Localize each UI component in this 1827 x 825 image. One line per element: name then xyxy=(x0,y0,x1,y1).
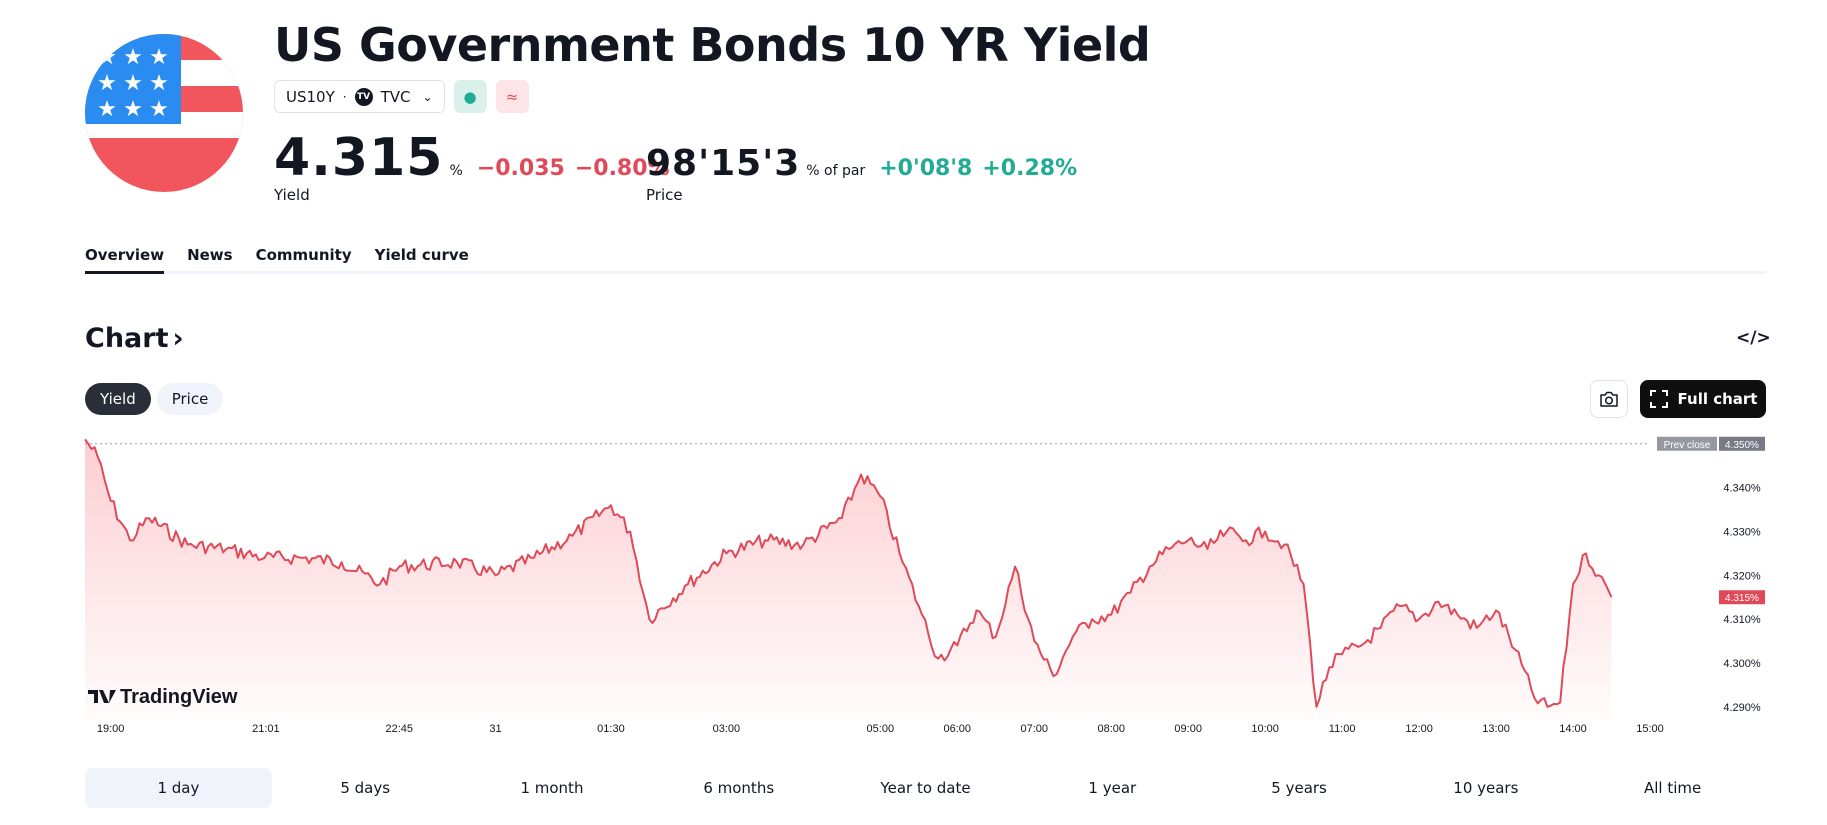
toggle-price[interactable]: Price xyxy=(156,383,224,415)
yield-chart[interactable]: 4.290% 4.300% 4.310% 4.320% 4.330% 4.340% 19:… xyxy=(0,435,1827,755)
symbol-row: US10Y · TV TVC ⌄ ● ≈ xyxy=(274,80,529,113)
y-tick-label: 4.330% xyxy=(1723,526,1761,538)
tab-overview[interactable]: Overview xyxy=(85,246,165,274)
x-tick-label: 07:00 xyxy=(1020,723,1048,735)
x-tick-label: 19:00 xyxy=(97,723,125,735)
full-chart-label: Full chart xyxy=(1677,390,1758,408)
price-quote: 98'15'3 % of par +0'08'8 +0.28% xyxy=(646,143,1077,184)
tradingview-logo-icon xyxy=(88,690,116,703)
full-chart-button[interactable]: Full chart xyxy=(1640,380,1766,418)
prev-close-value: 4.350% xyxy=(1725,440,1759,451)
x-tick-label: 21:01 xyxy=(252,723,280,735)
snapshot-button[interactable] xyxy=(1590,380,1628,418)
range-1-day[interactable]: 1 day xyxy=(85,768,272,808)
series-area xyxy=(85,439,1612,720)
y-tick-label: 4.340% xyxy=(1723,483,1761,495)
svg-text:★: ★ xyxy=(149,97,169,122)
price-unit: % of par xyxy=(806,163,866,179)
y-tick-label: 4.290% xyxy=(1723,702,1761,714)
y-tick-label: 4.310% xyxy=(1723,614,1761,626)
x-tick-label: 01:30 xyxy=(597,723,625,735)
fullscreen-icon xyxy=(1649,390,1668,408)
chart-mode-toggle: Yield Price xyxy=(85,383,224,415)
tab-yield-curve[interactable]: Yield curve xyxy=(374,246,469,264)
prev-close-value-bg xyxy=(1719,436,1765,451)
chevron-right-icon: › xyxy=(172,323,184,354)
yield-change-percent: −0.80% xyxy=(574,156,670,181)
price-value: 98'15'3 xyxy=(646,143,801,184)
x-tick-label: 12:00 xyxy=(1405,723,1433,735)
yield-label: Yield xyxy=(274,186,310,204)
last-value-label: 4.315% xyxy=(1725,593,1759,604)
svg-text:★: ★ xyxy=(123,71,143,96)
tradingview-watermark: TradingView xyxy=(88,686,238,708)
x-tick-label: 13:00 xyxy=(1482,723,1510,735)
svg-text:★: ★ xyxy=(149,71,169,96)
y-tick-label: 4.320% xyxy=(1723,570,1761,582)
range-5-days[interactable]: 5 days xyxy=(340,779,391,797)
x-tick-label: 10:00 xyxy=(1251,723,1279,735)
separator: · xyxy=(342,89,347,104)
prev-close-label: Prev close xyxy=(1664,440,1711,451)
symbol-exchange-selector[interactable]: US10Y · TV TVC ⌄ xyxy=(274,80,445,113)
section-tabs: Overview News Community Yield curve xyxy=(85,246,1766,274)
yield-value: 4.315 xyxy=(274,128,444,188)
exchange-name: TVC xyxy=(380,87,411,106)
price-change-percent: +0.28% xyxy=(982,156,1078,181)
embed-code-icon[interactable]: </> xyxy=(1736,328,1771,348)
chart-heading-text: Chart xyxy=(85,323,169,354)
svg-text:★: ★ xyxy=(97,97,117,122)
x-tick-label: 06:00 xyxy=(944,723,972,735)
range-all-time[interactable]: All time xyxy=(1644,779,1702,797)
tab-news[interactable]: News xyxy=(187,246,233,264)
x-tick-label: 14:00 xyxy=(1559,723,1587,735)
range-10-years[interactable]: 10 years xyxy=(1453,779,1519,797)
us-flag-icon: ★ ★ ★ ★ ★ ★ ★ ★ ★ xyxy=(85,34,243,192)
svg-text:★: ★ xyxy=(123,97,143,122)
range-1-year[interactable]: 1 year xyxy=(1088,779,1137,797)
x-tick-label: 05:00 xyxy=(867,723,895,735)
x-tick-label: 09:00 xyxy=(1174,723,1202,735)
range-selector: 1 day 5 days 1 month 6 months Year to da… xyxy=(85,768,1766,808)
watermark-text: TradingView xyxy=(120,686,238,708)
toggle-yield[interactable]: Yield xyxy=(85,383,151,415)
x-tick-label: 22:45 xyxy=(386,723,414,735)
last-value-badge xyxy=(1719,590,1765,605)
svg-text:★: ★ xyxy=(149,45,169,70)
x-tick-label: 08:00 xyxy=(1097,723,1125,735)
range-5-years[interactable]: 5 years xyxy=(1271,779,1327,797)
yield-unit: % xyxy=(449,163,463,179)
price-change: +0'08'8 xyxy=(879,156,973,181)
ticker-symbol: US10Y xyxy=(286,87,335,106)
y-tick-label: 4.300% xyxy=(1723,658,1761,670)
series-line xyxy=(84,438,1613,708)
range-6-months[interactable]: 6 months xyxy=(703,779,775,797)
range-1-month[interactable]: 1 month xyxy=(520,779,584,797)
price-label: Price xyxy=(646,186,683,204)
yield-quote: 4.315 % −0.035 −0.80% xyxy=(274,128,670,188)
market-open-status-icon[interactable]: ● xyxy=(453,80,487,113)
delayed-data-icon[interactable]: ≈ xyxy=(495,80,529,113)
x-tick-label: 31 xyxy=(489,723,501,735)
yield-change: −0.035 xyxy=(476,156,565,181)
x-tick-label: 11:00 xyxy=(1329,723,1356,735)
camera-icon xyxy=(1600,391,1618,407)
tab-community[interactable]: Community xyxy=(255,246,352,264)
page-title: US Government Bonds 10 YR Yield xyxy=(274,18,1151,72)
prev-close-label-bg xyxy=(1657,436,1717,451)
range-year-to-date[interactable]: Year to date xyxy=(880,779,971,797)
exchange-logo-icon: TV xyxy=(354,87,373,106)
x-tick-label: 15:00 xyxy=(1636,723,1664,735)
chart-heading-link[interactable]: Chart › xyxy=(85,323,184,354)
svg-text:★: ★ xyxy=(123,45,143,70)
svg-text:★: ★ xyxy=(97,71,117,96)
chevron-down-icon: ⌄ xyxy=(422,89,433,104)
svg-text:★: ★ xyxy=(97,45,117,70)
x-tick-label: 03:00 xyxy=(713,723,741,735)
